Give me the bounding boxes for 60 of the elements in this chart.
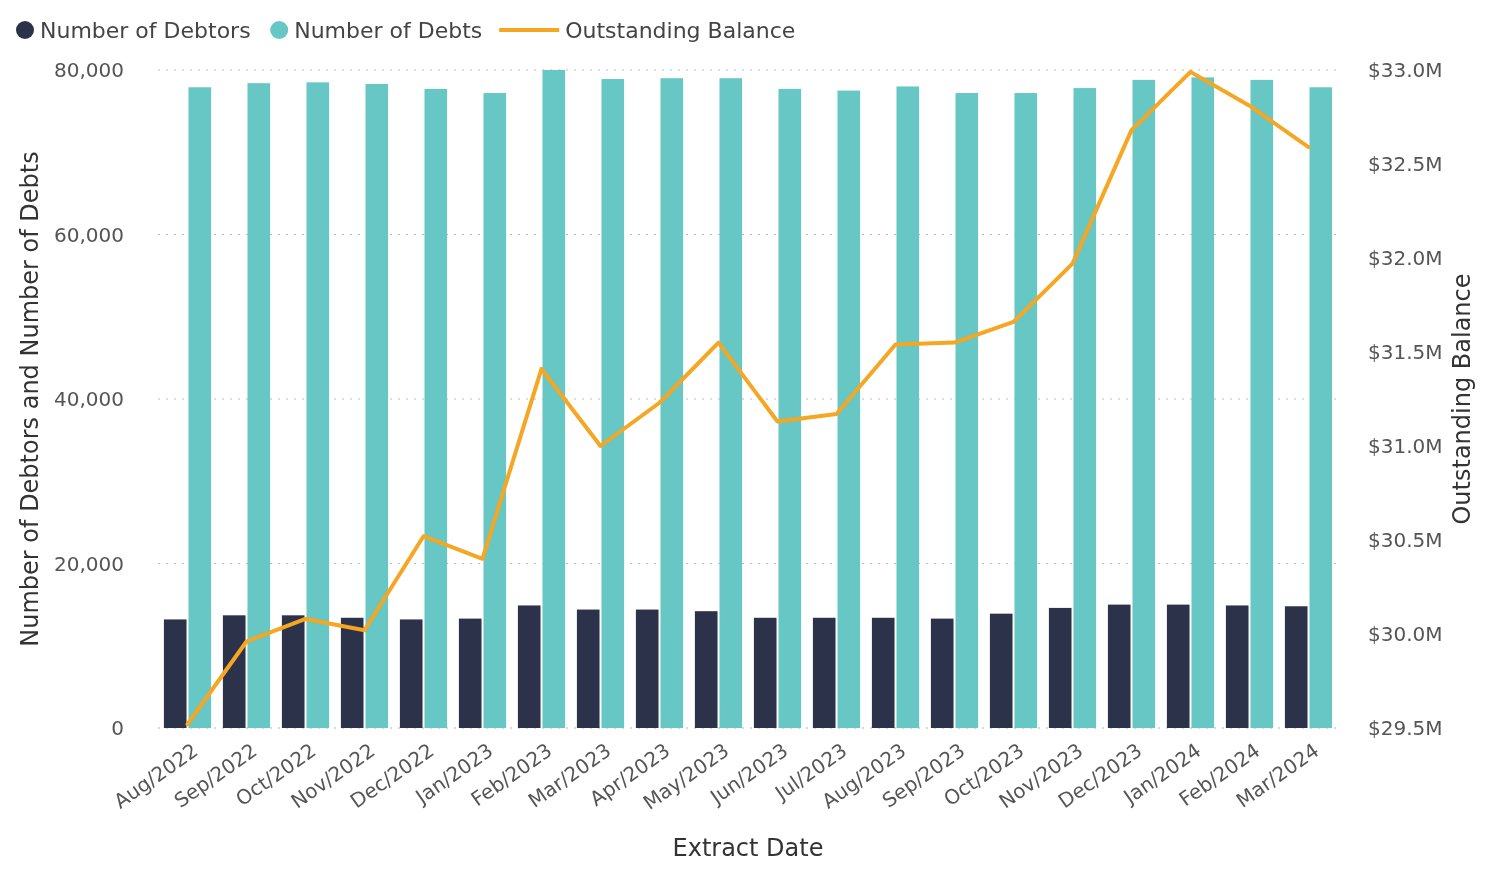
bar (955, 93, 979, 728)
y2-tick-label: $31.0M (1368, 434, 1443, 458)
legend-label: Number of Debtors (40, 17, 251, 43)
bar (778, 88, 802, 728)
bar (1014, 93, 1038, 728)
bar (635, 609, 659, 728)
bar (1191, 77, 1215, 728)
bar (1048, 607, 1072, 728)
bar (989, 613, 1013, 728)
bar (1107, 604, 1131, 728)
bar (163, 619, 187, 728)
bar (812, 617, 836, 728)
bar (753, 617, 777, 728)
bar (896, 86, 920, 728)
bar (601, 79, 625, 728)
bar (281, 615, 305, 728)
bar (365, 83, 389, 728)
y2-tick-label: $29.5M (1368, 716, 1443, 740)
bar (930, 618, 954, 728)
bar (424, 88, 448, 728)
bar (660, 78, 684, 728)
y2-tick-label: $32.5M (1368, 152, 1443, 176)
bar (340, 617, 364, 728)
y-tick-label: 80,000 (54, 58, 124, 82)
bar (1166, 604, 1190, 728)
bar (517, 605, 541, 728)
bar (306, 82, 330, 728)
line-series (185, 69, 1311, 727)
y-tick-label: 60,000 (54, 222, 124, 247)
bar (1250, 79, 1274, 728)
x-axis-title: Extract Date (672, 834, 824, 862)
bar (1284, 606, 1308, 728)
bar (1073, 88, 1097, 728)
bar (399, 619, 423, 728)
y-tick-label: 20,000 (54, 551, 124, 576)
legend-label: Outstanding Balance (565, 17, 796, 43)
bar (188, 87, 212, 728)
y2-tick-label: $31.5M (1368, 340, 1443, 364)
bar (222, 615, 246, 728)
bar (458, 618, 482, 728)
bar (1309, 87, 1333, 728)
y2-tick-label: $30.0M (1368, 622, 1443, 646)
bar (542, 70, 566, 728)
y2-tick-label: $32.0M (1368, 246, 1443, 270)
bar (1225, 605, 1249, 728)
y-tick-label: 0 (111, 716, 124, 740)
y-tick-label: 40,000 (54, 387, 124, 411)
bar (1132, 79, 1156, 728)
legend-label: Number of Debts (294, 17, 483, 43)
y2-tick-label: $30.5M (1368, 528, 1443, 552)
bar (837, 90, 861, 728)
bar (576, 609, 600, 728)
y-axis-title: Number of Debtors and Number of Debts (16, 151, 44, 647)
bar (719, 78, 743, 728)
y2-tick-label: $33.0M (1368, 58, 1443, 82)
bar (483, 93, 507, 728)
bar (871, 617, 895, 728)
y2-axis-title: Outstanding Balance (1448, 273, 1476, 525)
bar (694, 611, 718, 728)
bar (247, 83, 271, 728)
